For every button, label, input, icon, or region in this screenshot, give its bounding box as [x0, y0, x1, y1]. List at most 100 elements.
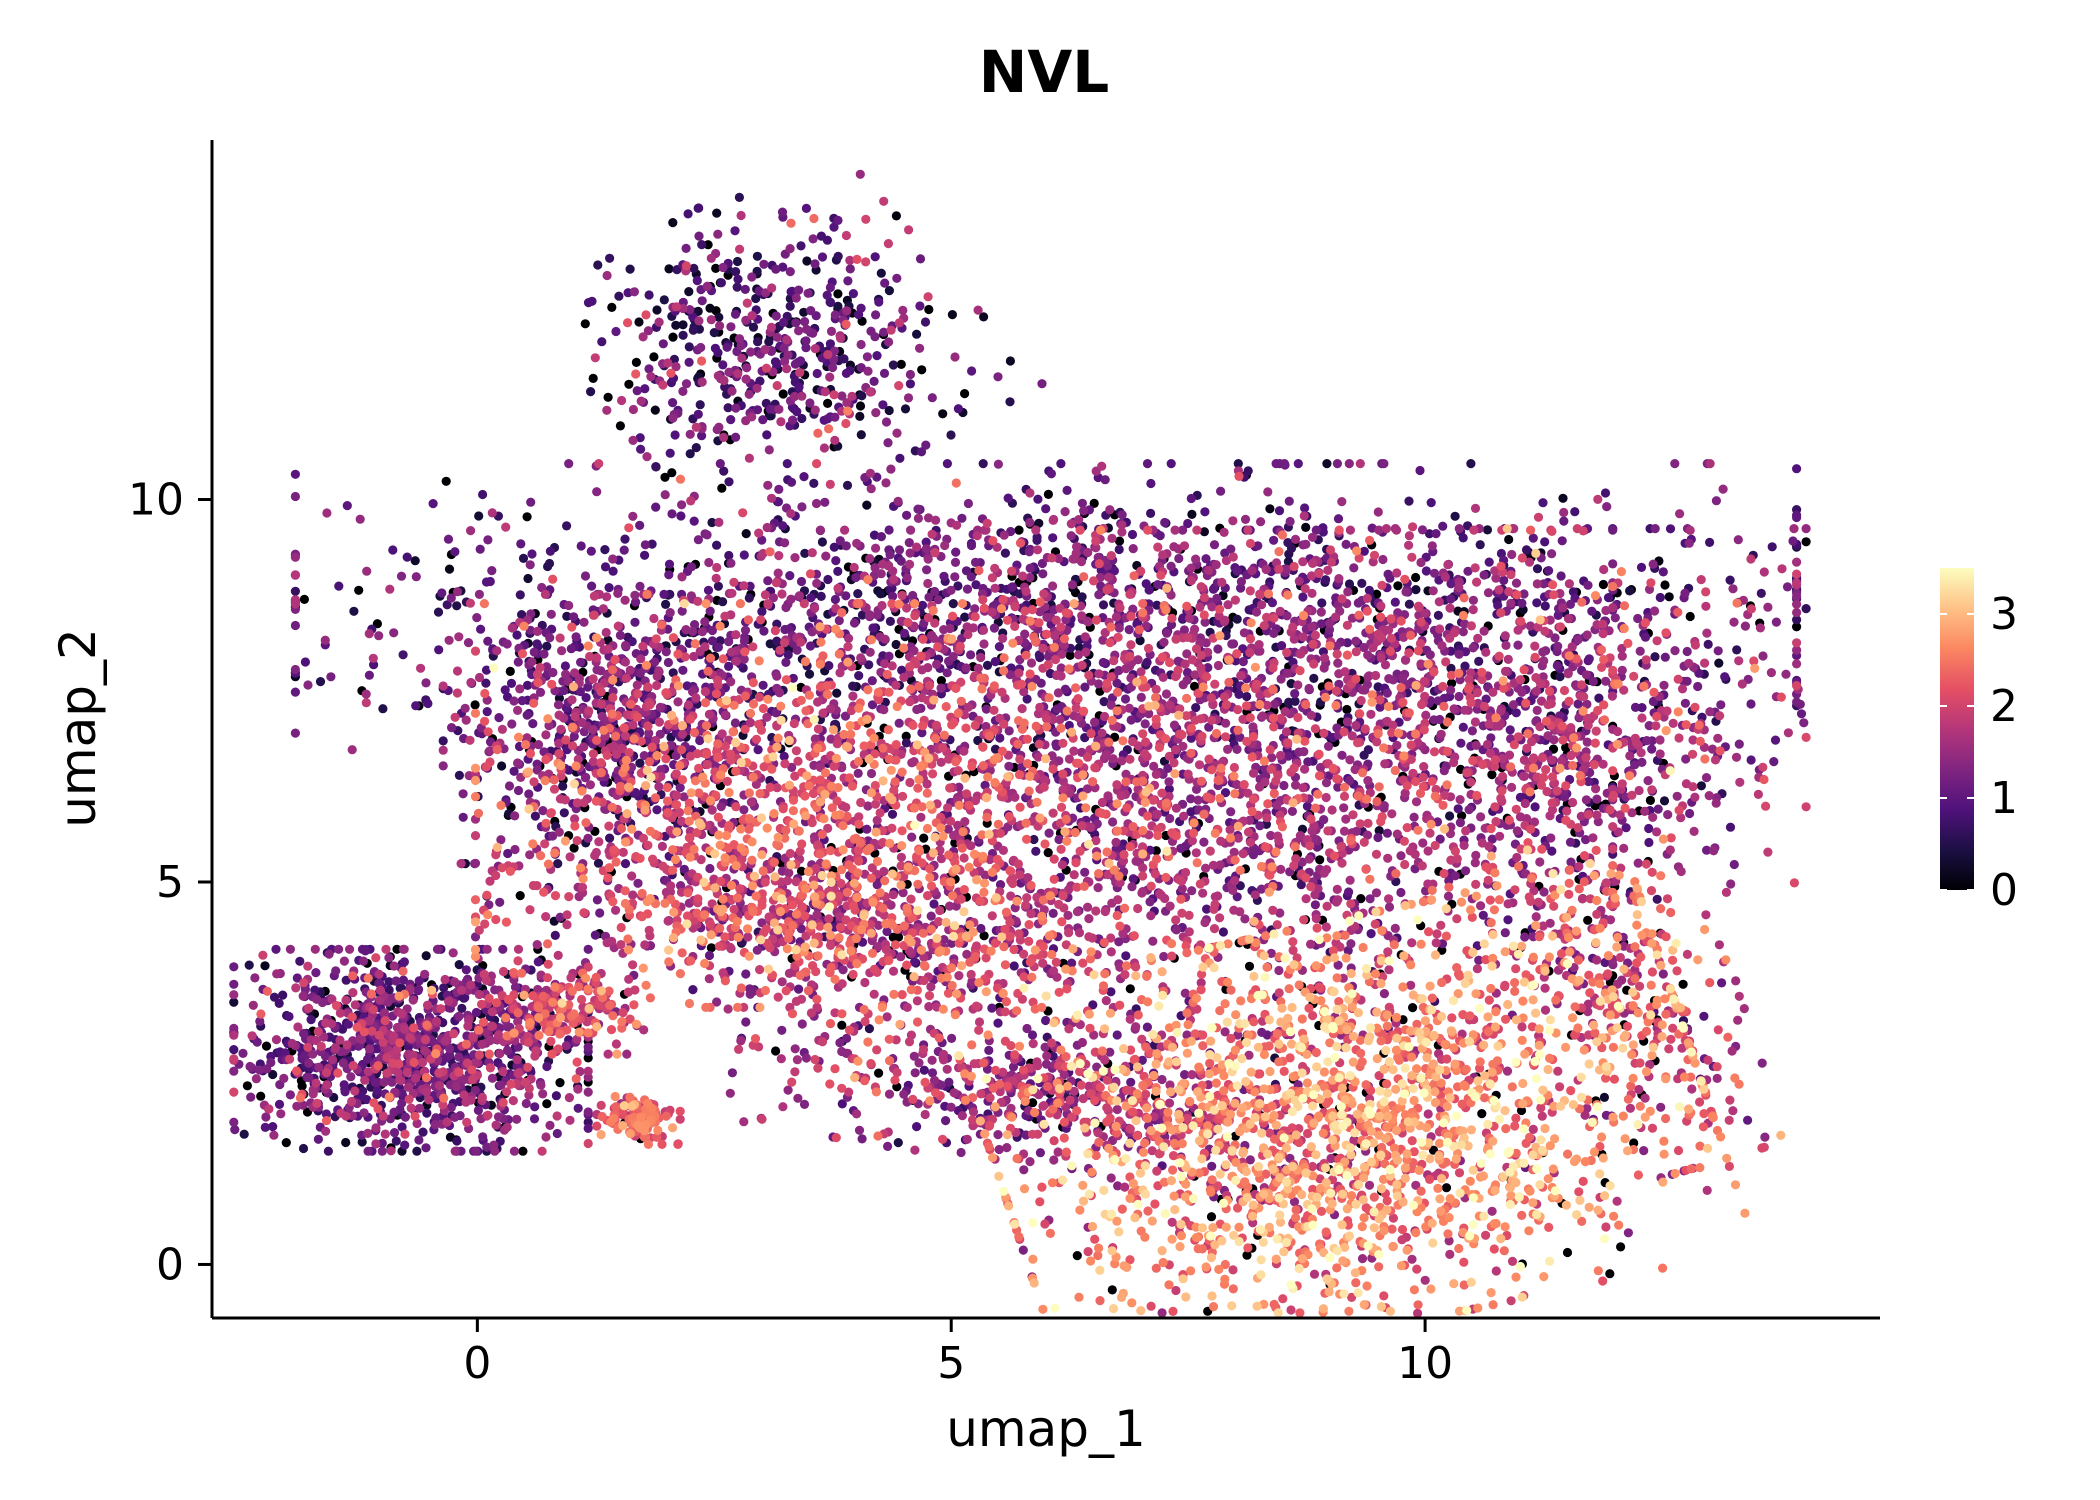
- data-point: [1333, 514, 1344, 524]
- data-point: [843, 276, 853, 286]
- data-point: [1236, 577, 1246, 587]
- data-point: [504, 781, 515, 791]
- data-point: [634, 317, 644, 327]
- data-point: [1532, 598, 1542, 608]
- data-point: [1014, 525, 1024, 535]
- data-point: [824, 661, 834, 671]
- data-point: [659, 295, 669, 305]
- data-point: [855, 411, 865, 421]
- data-point: [816, 231, 827, 241]
- data-point: [533, 740, 544, 750]
- data-point: [670, 430, 680, 440]
- data-point: [915, 343, 925, 353]
- data-point: [1538, 647, 1548, 657]
- data-point: [229, 1045, 239, 1055]
- data-point: [823, 398, 833, 408]
- data-point: [1660, 652, 1670, 662]
- data-point: [853, 589, 863, 599]
- data-point: [515, 590, 525, 600]
- data-point: [752, 251, 763, 261]
- data-point: [1693, 681, 1703, 692]
- data-point: [663, 657, 674, 668]
- data-point: [1699, 1011, 1709, 1021]
- data-point: [1146, 508, 1156, 518]
- data-point: [712, 540, 722, 550]
- data-point: [713, 229, 723, 239]
- data-point: [1713, 646, 1723, 656]
- data-point: [1445, 811, 1455, 821]
- data-point: [473, 1105, 483, 1115]
- data-point: [411, 701, 421, 711]
- data-point: [1605, 1269, 1615, 1279]
- data-point: [910, 1068, 920, 1078]
- data-point: [364, 1044, 375, 1054]
- data-point: [583, 833, 593, 843]
- data-point: [1000, 548, 1011, 558]
- data-point: [953, 581, 963, 591]
- data-point: [315, 677, 326, 687]
- data-point: [507, 719, 517, 729]
- data-point: [239, 1129, 249, 1139]
- data-point: [1213, 644, 1223, 654]
- data-point: [707, 636, 718, 646]
- data-point: [713, 581, 724, 591]
- data-point: [1425, 650, 1435, 660]
- data-point: [487, 566, 497, 576]
- data-point: [724, 477, 734, 487]
- data-point: [689, 263, 699, 273]
- data-point: [753, 745, 763, 755]
- data-point: [438, 761, 448, 771]
- data-point: [494, 713, 504, 723]
- data-point: [905, 379, 916, 389]
- data-point: [838, 965, 848, 975]
- data-point: [313, 1134, 323, 1144]
- data-point: [1145, 897, 1155, 907]
- data-point: [896, 556, 906, 566]
- data-point: [1581, 670, 1591, 680]
- data-point: [625, 264, 635, 274]
- data-point: [724, 550, 734, 561]
- data-point: [1429, 715, 1439, 725]
- data-point: [936, 676, 947, 686]
- data-point: [1144, 585, 1154, 595]
- data-point: [703, 240, 713, 250]
- data-point: [433, 607, 444, 617]
- data-point: [1160, 517, 1170, 528]
- data-point: [884, 405, 894, 416]
- data-point: [942, 668, 952, 678]
- data-point: [1792, 622, 1802, 632]
- data-point: [338, 1058, 348, 1068]
- data-point: [1664, 592, 1674, 602]
- data-point: [1743, 1115, 1753, 1125]
- data-point: [739, 805, 749, 815]
- data-point: [727, 1068, 738, 1078]
- data-point: [1321, 575, 1331, 585]
- data-point: [895, 453, 905, 463]
- data-point: [693, 409, 703, 419]
- data-point: [696, 342, 706, 353]
- data-point: [559, 685, 569, 696]
- data-point: [1043, 848, 1053, 858]
- data-point: [1052, 704, 1062, 714]
- data-point: [901, 738, 912, 748]
- data-point: [833, 251, 843, 261]
- data-point: [1450, 511, 1460, 521]
- data-point: [603, 392, 613, 402]
- data-point: [410, 556, 420, 566]
- data-point: [552, 1128, 562, 1139]
- data-point: [908, 590, 918, 601]
- data-point: [1300, 503, 1310, 513]
- data-point: [593, 858, 604, 868]
- data-point: [1411, 585, 1421, 595]
- data-point: [295, 956, 305, 966]
- data-point: [705, 863, 715, 874]
- data-point: [685, 449, 695, 459]
- data-point: [342, 501, 352, 511]
- data-point: [1005, 356, 1016, 366]
- data-point: [1511, 578, 1522, 588]
- data-point: [801, 336, 811, 346]
- data-point: [1499, 575, 1509, 586]
- data-point: [1098, 600, 1109, 610]
- data-point: [1740, 621, 1750, 631]
- data-point: [1427, 541, 1437, 551]
